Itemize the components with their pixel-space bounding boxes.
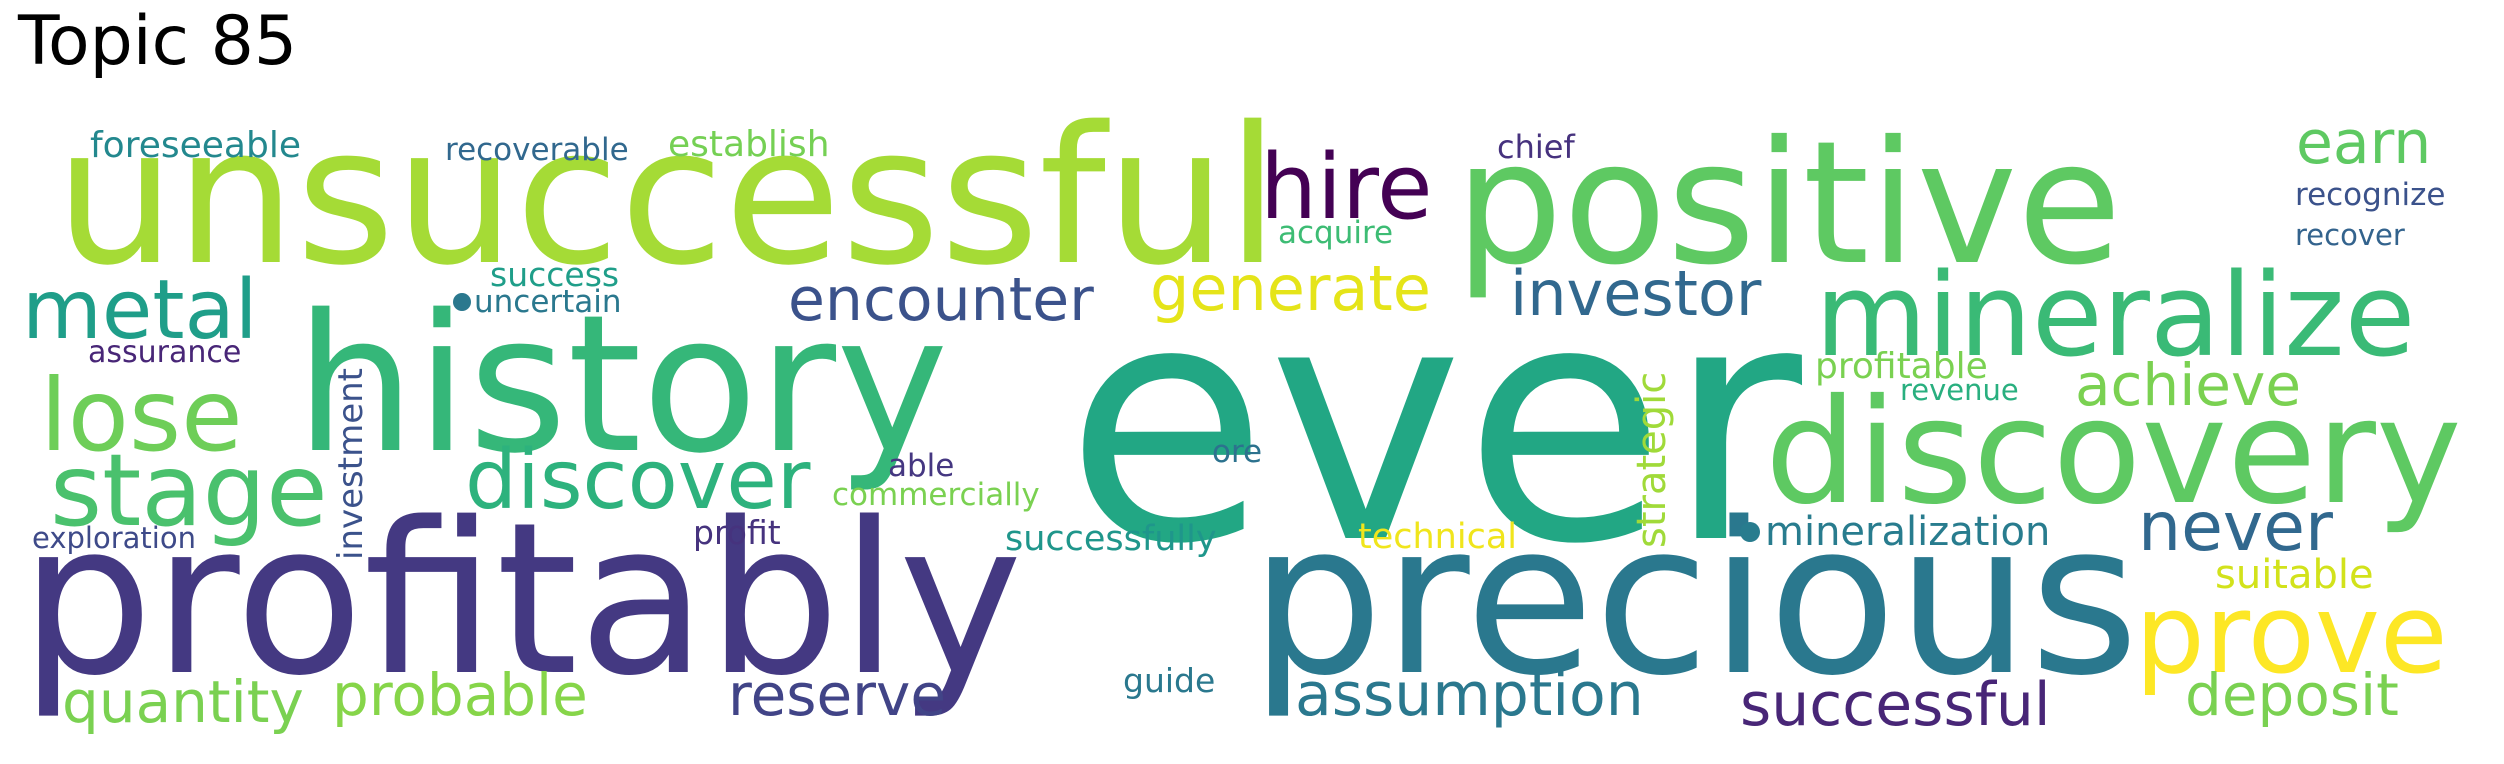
word-acquire: acquire: [1278, 215, 1393, 251]
word-earn: earn: [2296, 108, 2431, 178]
word-deposit: deposit: [2185, 661, 2399, 729]
decorative-dot: [453, 293, 471, 311]
word-strategic: strategic: [1629, 372, 1675, 548]
word-metal: metal: [22, 263, 258, 358]
word-success: success: [490, 255, 619, 294]
word-exploration: exploration: [32, 521, 196, 555]
decorative-dot: [1740, 522, 1760, 542]
word-precious: precious: [1250, 477, 2139, 722]
word-prove: prove: [2135, 570, 2448, 698]
word-generate: generate: [1150, 252, 1431, 325]
word-investment: investment: [331, 368, 371, 560]
word-foreseeable: foreseeable: [90, 125, 301, 166]
word-profit: profit: [693, 513, 781, 552]
word-mineralize: mineralize: [1815, 249, 2415, 383]
word-assumption: assumption: [1295, 660, 1644, 730]
word-uncertain: uncertain: [474, 284, 622, 320]
word-recover: recover: [2295, 218, 2405, 252]
word-able: able: [888, 448, 954, 484]
word-ever: ever: [1065, 232, 1806, 616]
word-lose: lose: [40, 357, 243, 474]
word-successful: successful: [1740, 670, 2051, 740]
word-reserve: reserve: [728, 661, 946, 729]
word-suitable: suitable: [2215, 552, 2374, 598]
word-establish: establish: [668, 124, 830, 165]
word-positive: positive: [1455, 105, 2122, 303]
topic-title: Topic 85: [18, 2, 298, 81]
word-history: history: [295, 274, 949, 495]
word-stage: stage: [50, 432, 328, 549]
word-successfully: successfully: [1005, 519, 1217, 559]
word-quantity: quantity: [62, 668, 304, 736]
word-discover: discover: [465, 433, 811, 528]
word-revenue: revenue: [1900, 373, 2019, 407]
word-achieve: achieve: [2075, 351, 2301, 419]
word-never: never: [2138, 488, 2333, 567]
word-hire: hire: [1260, 135, 1432, 240]
word-assurance: assurance: [88, 335, 241, 370]
word-probable: probable: [332, 661, 588, 729]
word-mineralization: mineralization: [1765, 509, 2050, 555]
word-guide: guide: [1123, 661, 1215, 700]
word-profitable: profitable: [1815, 346, 1988, 387]
word-technical: technical: [1358, 517, 1517, 557]
word-recognize: recognize: [2295, 177, 2445, 213]
word-profitably: profitably: [20, 477, 1023, 722]
word-unsuccessful: unsuccessful: [55, 86, 1279, 307]
word-investor: investor: [1510, 257, 1762, 330]
word-encounter: encounter: [788, 265, 1094, 335]
word-discovery: discovery: [1765, 368, 2462, 537]
word-ore: ore: [1212, 434, 1262, 470]
word-recoverable: recoverable: [445, 132, 629, 168]
word-commercially: commercially: [832, 477, 1040, 513]
word-chief: chief: [1497, 128, 1575, 166]
